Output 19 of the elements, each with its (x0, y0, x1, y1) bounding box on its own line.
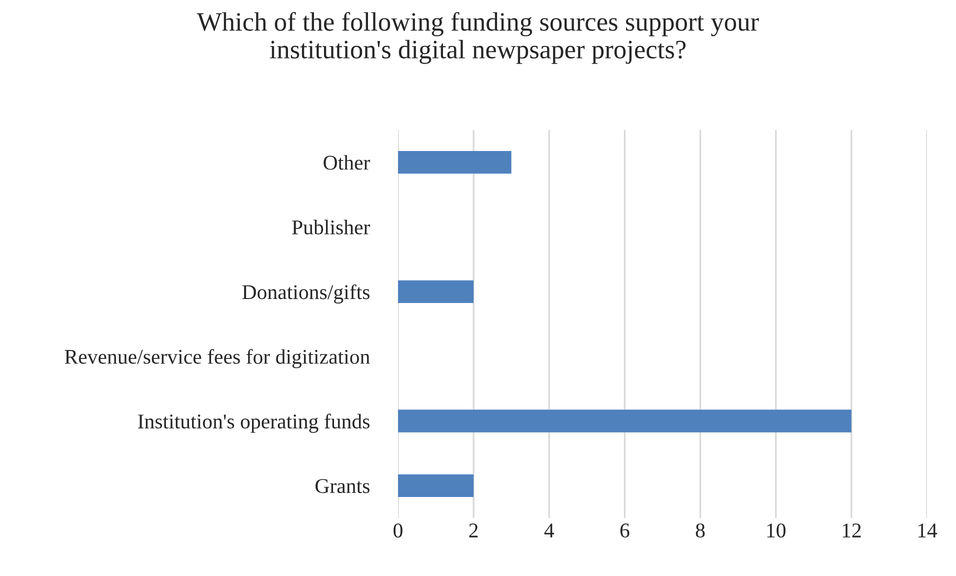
bar (398, 410, 852, 432)
x-tick-label: 0 (394, 523, 402, 538)
x-tick-label: 2 (469, 524, 478, 538)
x-tick-label: 10 (767, 523, 786, 538)
bar (398, 474, 474, 497)
x-tick-label: 8 (696, 523, 705, 538)
chart-title: Which of the following funding sources support your institution's digital newpsaper projects? (196, 12, 759, 64)
y-tick-label: Donations/gifts (242, 284, 370, 304)
y-tick-label: Other (324, 155, 370, 170)
y-tick-label: Institution's operating funds (138, 414, 370, 433)
x-tick-label: 12 (842, 524, 861, 538)
y-tick-label: Revenue/service fees for digitization (64, 349, 370, 368)
bar (398, 280, 474, 303)
y-tick-label: Publisher (292, 220, 370, 234)
y-tick-label: Grants (316, 479, 370, 494)
x-tick-label: 4 (544, 524, 554, 538)
x-tick-label: 14 (918, 524, 938, 538)
x-tick-label: 6 (620, 524, 630, 538)
bar (398, 151, 512, 174)
